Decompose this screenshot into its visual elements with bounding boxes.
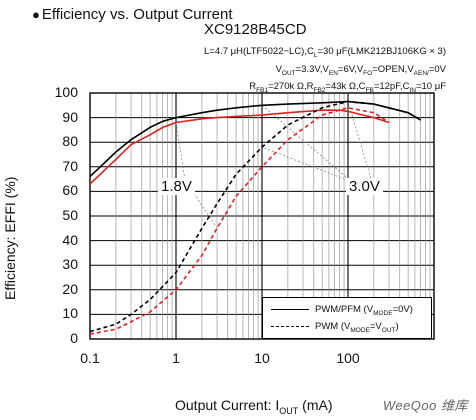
legend-item-pwm-pfm: PWM/PFM (VMODE=0V) xyxy=(271,304,413,317)
x-tick-label: 100 xyxy=(336,350,360,366)
series-line-1-8v-solid xyxy=(89,109,390,185)
y-tick-label: 100 xyxy=(54,84,78,100)
callout-leader-line xyxy=(347,101,373,183)
x-tick-label: 1 xyxy=(172,350,180,366)
y-tick-label: 20 xyxy=(62,280,78,297)
condition-line-1: L=4.7 μH(LTF5022−LC),CL=30 μF(LMK212BJ10… xyxy=(204,46,446,59)
legend-label-pwm-pfm: PWM/PFM (VMODE=0V) xyxy=(315,304,413,317)
y-tick-label: 30 xyxy=(62,256,78,273)
condition-line-3: RFB1=270k Ω,RFB2=43k Ω,CFB=12pF,CIN=10 μ… xyxy=(249,81,446,94)
callout-leader-line xyxy=(261,146,353,183)
y-tick-label: 0 xyxy=(70,330,78,346)
x-tick-label: 10 xyxy=(254,350,270,366)
x-axis-label: Output Current: IOUT (mA) xyxy=(175,397,333,416)
annotation-vin-1-8v: 1.8V xyxy=(158,178,195,195)
y-tick-label: 70 xyxy=(62,157,78,174)
legend: PWM/PFM (VMODE=0V) PWM (VMODE=VOUT) xyxy=(262,297,432,339)
y-tick-label: 80 xyxy=(62,133,78,150)
series-layer xyxy=(89,100,422,335)
legend-solid-line-icon xyxy=(271,308,309,310)
callout-leader-line xyxy=(175,122,186,181)
y-axis-label: Efficiency: EFFI (%) xyxy=(2,176,18,300)
callout-lines xyxy=(175,101,373,229)
y-tick-label: 60 xyxy=(62,182,78,199)
watermark-logo: WeeQoo 维库 xyxy=(382,398,468,413)
y-tick-label: 90 xyxy=(62,108,78,125)
x-tick-label: 0.1 xyxy=(80,350,100,366)
y-tick-label: 50 xyxy=(62,207,78,223)
legend-item-pwm: PWM (VMODE=VOUT) xyxy=(271,321,399,334)
series-line-3-0v-dashed xyxy=(89,100,422,333)
condition-line-2: VOUT=3.3V,VEN=6V,VFO=OPEN,VAEN/=0V xyxy=(275,64,446,77)
annotation-vin-3-0v: 3.0V xyxy=(346,178,383,195)
bullet-icon: ● xyxy=(32,7,40,22)
chart-title-text: Efficiency vs. Output Current xyxy=(41,6,233,23)
plot-frame xyxy=(89,92,435,340)
y-tick-label: 40 xyxy=(62,231,78,248)
chart-subtitle: XC9128B45CD xyxy=(204,21,307,38)
series-line-1-8v-dashed xyxy=(89,107,390,335)
y-tick-label: 10 xyxy=(62,305,78,322)
chart-title: ● Efficiency vs. Output Current xyxy=(32,6,233,23)
callout-leader-line xyxy=(261,104,353,183)
legend-label-pwm: PWM (VMODE=VOUT) xyxy=(315,321,399,334)
legend-dashed-line-icon xyxy=(271,325,309,327)
